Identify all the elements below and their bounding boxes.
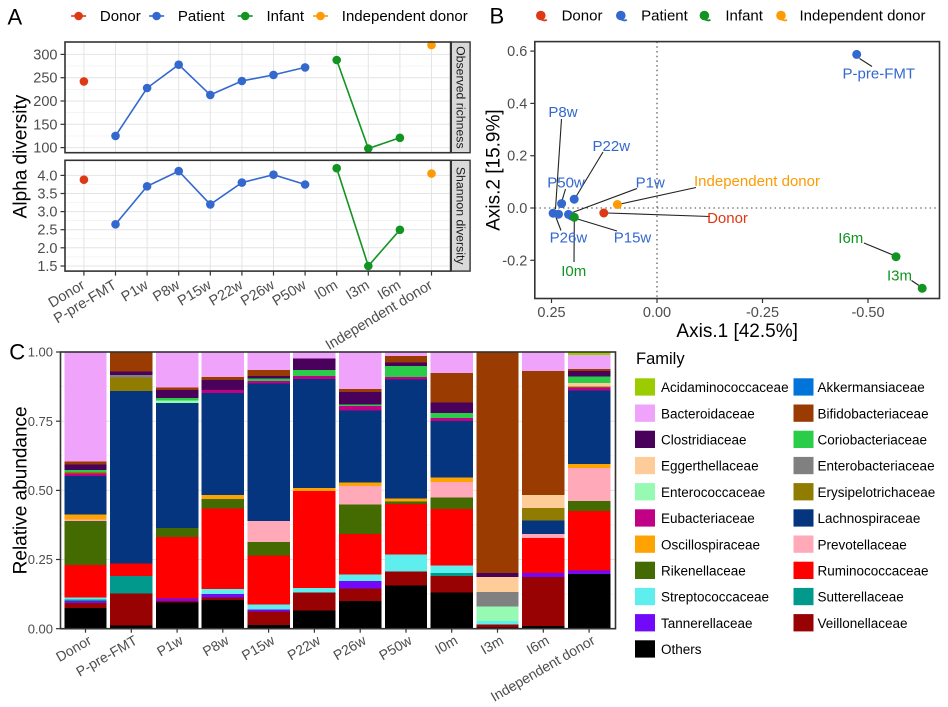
- svg-text:Eubacteriaceae: Eubacteriaceae: [661, 511, 755, 526]
- svg-text:0.00: 0.00: [643, 305, 671, 321]
- svg-text:Clostridiaceae: Clostridiaceae: [661, 433, 747, 448]
- svg-text:Tannerellaceae: Tannerellaceae: [661, 616, 753, 631]
- svg-text:-0.2: -0.2: [502, 253, 527, 269]
- svg-text:Patient: Patient: [178, 8, 226, 25]
- svg-text:Axis.2 [15.9%]: Axis.2 [15.9%]: [484, 109, 505, 230]
- svg-text:Observed richness: Observed richness: [454, 46, 468, 149]
- svg-text:Sutterellaceae: Sutterellaceae: [818, 590, 904, 605]
- svg-text:Enterococcaceae: Enterococcaceae: [661, 485, 765, 500]
- svg-text:Independent donor: Independent donor: [694, 173, 820, 190]
- svg-text:P50w: P50w: [547, 175, 585, 192]
- svg-text:P8w: P8w: [548, 104, 577, 121]
- svg-text:1.5: 1.5: [37, 259, 57, 275]
- svg-text:100: 100: [33, 141, 57, 157]
- svg-text:Bacteroidaceae: Bacteroidaceae: [661, 406, 755, 421]
- svg-text:4.0: 4.0: [37, 168, 57, 184]
- svg-text:P22w: P22w: [593, 138, 631, 155]
- svg-text:A: A: [8, 5, 23, 30]
- svg-text:Ruminococcaceae: Ruminococcaceae: [818, 564, 929, 579]
- svg-text:-0.25: -0.25: [746, 305, 779, 321]
- svg-text:Relative abundance: Relative abundance: [11, 406, 32, 574]
- svg-text:Donor: Donor: [707, 210, 748, 227]
- svg-text:0.6: 0.6: [507, 44, 527, 60]
- svg-text:Infant: Infant: [267, 8, 305, 25]
- svg-text:250: 250: [33, 71, 57, 87]
- svg-text:Enterobacteriaceae: Enterobacteriaceae: [818, 459, 935, 474]
- svg-text:3.5: 3.5: [37, 187, 57, 203]
- svg-text:0.00: 0.00: [28, 621, 53, 636]
- svg-text:B: B: [490, 4, 505, 29]
- svg-text:0.2: 0.2: [507, 149, 527, 165]
- svg-text:2.0: 2.0: [37, 241, 57, 257]
- svg-text:0.25: 0.25: [537, 305, 565, 321]
- svg-text:Veillonellaceae: Veillonellaceae: [818, 616, 908, 631]
- svg-text:Family: Family: [636, 350, 685, 368]
- svg-text:Independent donor: Independent donor: [800, 8, 926, 25]
- svg-text:2.5: 2.5: [37, 223, 57, 239]
- svg-text:I3m: I3m: [887, 267, 912, 284]
- svg-text:C: C: [9, 340, 25, 365]
- svg-text:P1w: P1w: [636, 175, 665, 192]
- svg-text:200: 200: [33, 94, 57, 110]
- svg-text:P26w: P26w: [550, 230, 588, 247]
- svg-text:Infant: Infant: [725, 8, 763, 25]
- svg-text:I6m: I6m: [838, 230, 863, 247]
- svg-text:150: 150: [33, 117, 57, 133]
- svg-text:Eggerthellaceae: Eggerthellaceae: [661, 459, 759, 474]
- svg-text:Rikenellaceae: Rikenellaceae: [661, 564, 746, 579]
- svg-text:1.00: 1.00: [28, 345, 53, 360]
- svg-text:-0.50: -0.50: [851, 305, 884, 321]
- svg-text:0.4: 0.4: [507, 96, 527, 112]
- svg-text:Donor: Donor: [562, 8, 603, 25]
- svg-text:Acidaminococcaceae: Acidaminococcaceae: [661, 380, 789, 395]
- svg-text:P15w: P15w: [614, 230, 652, 247]
- svg-text:3.0: 3.0: [37, 205, 57, 221]
- svg-text:300: 300: [33, 47, 57, 63]
- svg-text:0.0: 0.0: [507, 201, 527, 217]
- svg-text:Independent donor: Independent donor: [342, 8, 468, 25]
- svg-text:I0m: I0m: [561, 263, 586, 280]
- svg-text:Lachnospiraceae: Lachnospiraceae: [818, 511, 921, 526]
- svg-text:Shannon diversity: Shannon diversity: [454, 167, 468, 266]
- svg-text:Patient: Patient: [641, 8, 689, 25]
- svg-text:Axis.1 [42.5%]: Axis.1 [42.5%]: [676, 321, 797, 342]
- svg-text:Oscillospiraceae: Oscillospiraceae: [661, 537, 760, 552]
- svg-text:Donor: Donor: [100, 8, 141, 25]
- svg-text:Erysipelotrichaceae: Erysipelotrichaceae: [818, 485, 936, 500]
- svg-text:Akkermansiaceae: Akkermansiaceae: [818, 380, 925, 395]
- svg-text:Streptococcaceae: Streptococcaceae: [661, 590, 769, 605]
- svg-text:Coriobacteriaceae: Coriobacteriaceae: [818, 433, 928, 448]
- svg-text:Others: Others: [661, 642, 702, 657]
- svg-text:Bifidobacteriaceae: Bifidobacteriaceae: [818, 406, 929, 421]
- svg-text:Prevotellaceae: Prevotellaceae: [818, 537, 907, 552]
- svg-text:Alpha diversity: Alpha diversity: [11, 94, 32, 218]
- svg-text:P-pre-FMT: P-pre-FMT: [843, 66, 916, 83]
